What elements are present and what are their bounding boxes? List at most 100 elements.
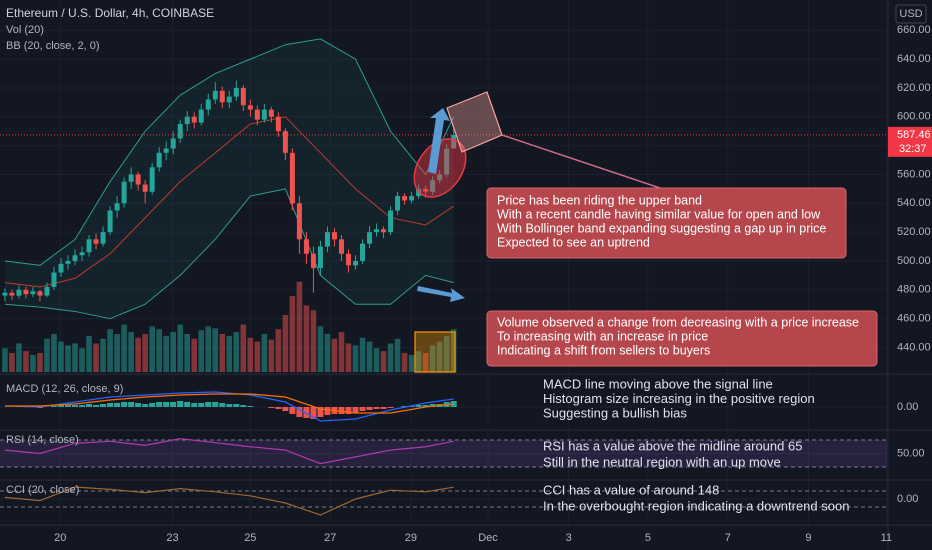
connector [501, 134, 661, 189]
macd-histogram [338, 407, 345, 414]
volume-bar [142, 334, 148, 372]
volume-bar [443, 335, 450, 372]
volume-bar [254, 341, 261, 372]
y-tick-label: 480.00 [897, 284, 931, 296]
candle-body [163, 148, 169, 153]
volume-bar [324, 334, 331, 372]
macd-histogram [121, 402, 128, 407]
candle-body [388, 210, 394, 233]
volume-bar [44, 338, 50, 372]
annotation: Volume observed a change from decreasing… [497, 315, 859, 329]
volume-bar [275, 329, 282, 372]
macd-histogram [240, 405, 247, 407]
macd-histogram [233, 404, 240, 407]
annotation: Price has been riding the upper band [497, 193, 702, 207]
volume-bar [310, 310, 317, 372]
volume-bar [100, 338, 106, 372]
annotation: Expected to see an uptrend [497, 235, 650, 249]
candle-body [149, 167, 155, 192]
candle-body [121, 181, 127, 204]
candle-body [51, 272, 57, 287]
macd-histogram [401, 406, 408, 407]
macd-histogram [128, 402, 135, 407]
macd-histogram [310, 407, 317, 419]
macd-histogram [415, 405, 422, 407]
macd-histogram [58, 405, 65, 407]
candle-body [444, 148, 450, 175]
volume-bar [23, 351, 29, 372]
volume-bar [296, 281, 303, 372]
volume-bar [303, 305, 310, 372]
macd-histogram [303, 407, 310, 418]
volume-bar [212, 328, 219, 372]
macd-histogram [317, 407, 324, 417]
bb-basis [4, 116, 454, 288]
x-tick-label: 20 [54, 532, 66, 544]
marks [0, 38, 887, 516]
y-tick-label: 460.00 [897, 313, 931, 325]
macd-histogram [380, 407, 387, 409]
y-tick-label: 500.00 [897, 255, 931, 267]
volume-bar [72, 343, 78, 372]
volume-bar [331, 338, 338, 372]
candle-body [430, 180, 436, 192]
volume-bar [394, 338, 401, 372]
volume-bar [58, 341, 64, 372]
macd-histogram [50, 406, 57, 407]
candle-body [289, 152, 295, 204]
x-tick-label: 5 [645, 532, 651, 544]
labels: Ethereum / U.S. Dollar, 4h, COINBASE Vol… [6, 4, 932, 544]
candle-body [100, 232, 106, 244]
x-tick-label: 27 [324, 532, 336, 544]
drawings [413, 91, 878, 373]
volume-bar [401, 353, 408, 372]
macd-histogram [163, 402, 170, 407]
candle-body [402, 196, 408, 201]
macd-histogram [170, 402, 177, 407]
candle-body [367, 232, 373, 244]
volume-bar [219, 334, 226, 372]
candle-body [30, 291, 36, 295]
candle-body [324, 232, 330, 247]
volume-bar [37, 353, 43, 372]
volume-bar [121, 324, 127, 372]
volume-bar [163, 335, 169, 372]
arrow-up [428, 108, 450, 174]
volume-bar [149, 326, 155, 372]
candle-body [93, 239, 99, 244]
candle-body [135, 174, 141, 185]
volume-bar [261, 334, 268, 372]
macd-histogram [359, 407, 366, 411]
cci-line [4, 486, 454, 516]
price-label: 587.46 [897, 129, 931, 141]
volume-bar [65, 345, 71, 372]
macd-histogram [226, 404, 233, 407]
candle-body [374, 229, 380, 233]
candle-body [317, 246, 323, 269]
volume-bar [114, 334, 120, 372]
currency[interactable]: USD [899, 8, 922, 20]
macd-histogram [268, 407, 275, 408]
volume-bar [366, 341, 373, 372]
volume-bar [79, 348, 85, 372]
candle-body [23, 289, 29, 295]
candle-body [437, 174, 443, 181]
volume-bar [191, 338, 198, 372]
macd-histogram [247, 406, 254, 407]
signal-line [4, 393, 454, 414]
volume-bar [156, 329, 162, 372]
candle-body [16, 289, 22, 296]
candle-body [275, 116, 281, 132]
title: Ethereum / U.S. Dollar, 4h, COINBASE [6, 6, 214, 20]
volume-bar [338, 332, 345, 372]
currency-box[interactable] [895, 4, 927, 24]
candle-body [353, 260, 359, 266]
volume-bar [345, 343, 352, 372]
candle-body [107, 210, 113, 233]
volume-bar [317, 326, 324, 372]
x-tick-label: 7 [725, 532, 731, 544]
note-box [486, 187, 847, 259]
candle-body [247, 105, 253, 110]
annotation: RSI has a value above the midline around… [543, 438, 802, 453]
